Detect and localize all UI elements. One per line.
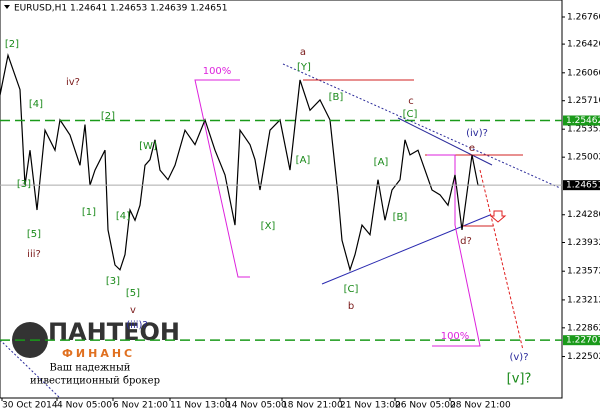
wave-label: [X] — [261, 221, 276, 232]
y-tick-label: 1.25710 — [567, 96, 600, 106]
wave-label: [C] — [344, 284, 359, 295]
down-arrow — [489, 210, 507, 223]
wave-label: e — [469, 143, 475, 154]
price-line — [0, 53, 482, 272]
wave-label: [2] — [5, 39, 19, 50]
x-tick-label: 14 Nov 05:00 — [226, 401, 287, 411]
y-tick-label: 1.22862 — [567, 323, 600, 333]
wave-label: [2] — [101, 111, 115, 122]
wave-label: [Y] — [297, 62, 311, 73]
y-tick-label: 1.24280 — [567, 210, 600, 220]
trend-line — [0, 339, 61, 399]
x-tick-label: 30 Oct 2014 — [2, 401, 58, 411]
wave-label: [4] — [116, 211, 130, 222]
trend-line — [397, 117, 493, 166]
y-tick-label: 1.26420 — [567, 40, 600, 50]
wave-label: [5] — [27, 229, 41, 240]
price-marker-box — [563, 115, 600, 126]
wave-label: 100% — [441, 331, 470, 342]
x-tick-label: 6 Nov 21:00 — [113, 401, 168, 411]
x-tick-label: 11 Nov 13:00 — [170, 401, 231, 411]
price-marker-box — [563, 180, 600, 191]
wave-label: iii? — [27, 249, 41, 260]
logo-slogan: инвестиционный брокер — [30, 376, 160, 387]
wave-label: d? — [460, 236, 472, 247]
y-tick-label: 1.23572 — [567, 267, 600, 277]
y-tick-label: 1.23932 — [567, 238, 600, 248]
wave-label: [1] — [82, 207, 96, 218]
x-tick-label: 21 Nov 13:00 — [340, 401, 401, 411]
y-tick-label: 1.22502 — [567, 352, 600, 362]
wave-label: (v)? — [509, 352, 528, 363]
logo: ПАНТЕОН ФИНАНС Ваш надежный инвестиционн… — [12, 318, 180, 387]
y-tick-label: 1.26060 — [567, 68, 600, 78]
fibo-line — [194, 79, 250, 278]
y-tick-label: 1.26760 — [567, 12, 600, 22]
wave-label: iv? — [66, 77, 80, 88]
plot-frame — [0, 0, 563, 399]
y-tick-label: 1.25353 — [567, 125, 600, 135]
chart-title: EURUSD,H1 1.24641 1.24653 1.24639 1.2465… — [14, 4, 227, 14]
wave-label: 100% — [203, 66, 232, 77]
wave-label: (iv)? — [466, 128, 488, 139]
wave-label: v — [130, 305, 136, 316]
menu-arrow — [4, 5, 10, 9]
wave-label: [C] — [403, 109, 418, 120]
projection-line — [479, 169, 524, 351]
wave-label: [W] — [139, 141, 157, 152]
logo-slogan: Ваш надежный — [50, 363, 131, 374]
wave-label: [4] — [29, 99, 43, 110]
wave-label: a — [300, 47, 306, 58]
wave-label: [5] — [126, 288, 140, 299]
wave-label: [3] — [17, 179, 31, 190]
price-marker-label: 1.25462 — [566, 116, 600, 126]
x-tick-label: 18 Nov 21:00 — [282, 401, 343, 411]
wave-label: [B] — [393, 212, 408, 223]
y-tick-label: 1.23212 — [567, 295, 600, 305]
y-tick-label: 1.25002 — [567, 153, 600, 163]
wave-label: [B] — [329, 92, 344, 103]
x-tick-label: 26 Nov 05:00 — [395, 401, 456, 411]
fibo-line — [427, 154, 481, 347]
price-marker-label: 1.24651 — [566, 181, 600, 191]
wave-label: [3] — [106, 276, 120, 287]
trend-line — [282, 63, 561, 189]
wave-label: [A] — [374, 157, 389, 168]
price-marker-box — [563, 335, 600, 346]
price-marker-label: 1.22707 — [566, 336, 600, 346]
wave-label: b — [348, 301, 354, 312]
logo-sub: ФИНАНС — [62, 347, 135, 360]
wave-label: [A] — [296, 155, 311, 166]
series-layer — [0, 53, 482, 272]
x-tick-label: 4 Nov 05:00 — [57, 401, 112, 411]
x-tick-label: 28 Nov 21:00 — [450, 401, 511, 411]
wave-label: c — [408, 96, 414, 107]
wave-label: [v]? — [507, 372, 532, 387]
logo-name: ПАНТЕОН — [48, 318, 180, 346]
wave-label: (iii)? — [126, 320, 147, 331]
